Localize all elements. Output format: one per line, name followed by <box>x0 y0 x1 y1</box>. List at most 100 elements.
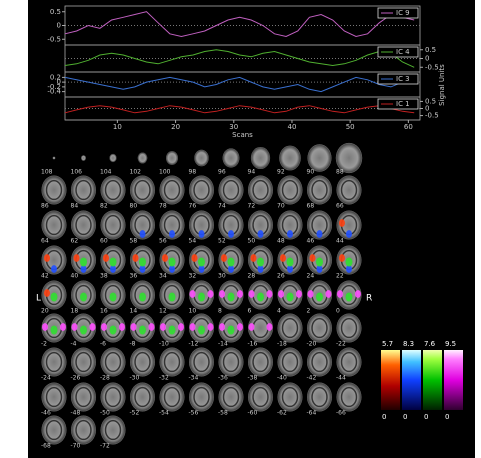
slice-label: 68 <box>307 203 315 210</box>
legend-box <box>377 98 419 110</box>
brain-slice <box>307 245 332 275</box>
slice-label: 96 <box>218 169 226 176</box>
activation <box>198 265 205 273</box>
legend-label: IC 1 <box>396 100 410 108</box>
activation <box>346 230 352 238</box>
activation <box>257 230 264 238</box>
slice-image <box>71 347 96 377</box>
slice-detail <box>222 386 240 408</box>
slice-label: -52 <box>130 410 140 417</box>
slice-label: 24 <box>307 273 315 280</box>
slice-detail <box>311 179 328 201</box>
y-tick-label: 0.5 <box>425 46 436 54</box>
brain-slice <box>41 313 67 343</box>
slice-image <box>336 382 362 412</box>
activation <box>148 323 155 331</box>
slice-label: -66 <box>336 410 346 417</box>
brain-slice <box>159 382 185 412</box>
activation <box>44 289 50 297</box>
slice-label: 58 <box>130 238 138 245</box>
colorbar <box>402 350 421 410</box>
slice-detail <box>134 386 151 408</box>
brain-slice <box>109 153 117 163</box>
y-tick-label: -0.2 <box>47 83 61 91</box>
x-tick-label: 60 <box>404 123 413 131</box>
brain-slice <box>166 151 178 165</box>
activation <box>132 254 139 262</box>
slice-image <box>218 175 244 205</box>
slice-label: 88 <box>336 169 344 176</box>
activation <box>198 230 205 238</box>
brain-slice <box>100 210 126 240</box>
brain-slice <box>189 210 214 240</box>
colorbar-max: 7.6 <box>424 340 436 348</box>
slice-image <box>71 415 96 445</box>
activation <box>257 265 264 273</box>
brain-slice <box>248 280 273 310</box>
slice-label: 86 <box>41 203 49 210</box>
slice-label: -22 <box>336 341 346 348</box>
brain-slice <box>248 347 273 377</box>
brain-slice <box>307 313 332 343</box>
activation <box>198 325 205 335</box>
slice-image <box>222 148 240 168</box>
slice-image <box>250 146 271 170</box>
slice-label: -14 <box>218 341 228 348</box>
brain-slice <box>159 245 185 275</box>
slice-image <box>189 175 214 205</box>
y-tick-label: 0 <box>425 55 429 63</box>
slice-label: 62 <box>71 238 79 245</box>
slice-detail <box>104 179 122 201</box>
x-tick-label: 40 <box>288 123 297 131</box>
slice-label: 90 <box>307 169 315 176</box>
brain-slice <box>336 313 362 343</box>
brain-slice <box>189 245 214 275</box>
brain-slice <box>100 313 126 343</box>
slice-image <box>248 382 273 412</box>
x-tick-label: 10 <box>113 123 122 131</box>
slice-label: 56 <box>159 238 167 245</box>
brain-slice <box>71 210 96 240</box>
slice-label: -72 <box>100 443 110 450</box>
slice-label: 92 <box>277 169 285 176</box>
slice-label: -4 <box>71 341 77 348</box>
brain-slice <box>248 175 273 205</box>
brain-slice <box>307 175 332 205</box>
activation <box>139 265 146 273</box>
slice-detail <box>163 179 181 201</box>
brain-slice <box>218 175 244 205</box>
slice-label: 104 <box>100 169 112 176</box>
slice-detail <box>104 351 122 373</box>
activation <box>228 265 234 273</box>
activation <box>73 254 80 262</box>
brain-slice <box>130 382 155 412</box>
brain-slice <box>279 145 301 171</box>
slice-image <box>307 382 332 412</box>
slice-detail <box>281 351 299 373</box>
brain-slice <box>277 382 303 412</box>
slice-label: 64 <box>41 238 49 245</box>
slice-label: 46 <box>307 238 315 245</box>
brain-slice <box>277 347 303 377</box>
activation <box>139 257 146 267</box>
slice-image <box>41 245 67 275</box>
activation <box>207 290 214 298</box>
brain-slice <box>71 313 96 343</box>
slice-image <box>41 382 67 412</box>
brain-slice <box>222 148 240 168</box>
slice-label: -46 <box>41 410 51 417</box>
slice-label: 98 <box>189 169 197 176</box>
activation <box>227 325 235 335</box>
slice-image <box>279 145 301 171</box>
slice-detail <box>45 214 63 236</box>
slice-label: -62 <box>277 410 287 417</box>
legend-box <box>377 46 419 58</box>
time-course <box>64 11 415 38</box>
slice-detail <box>75 284 92 306</box>
activation <box>355 290 361 298</box>
brain-slice <box>130 280 155 310</box>
slice-detail <box>45 386 63 408</box>
slice-label: -6 <box>100 341 106 348</box>
slice-label: 102 <box>130 169 142 176</box>
brain-slice <box>71 382 96 412</box>
